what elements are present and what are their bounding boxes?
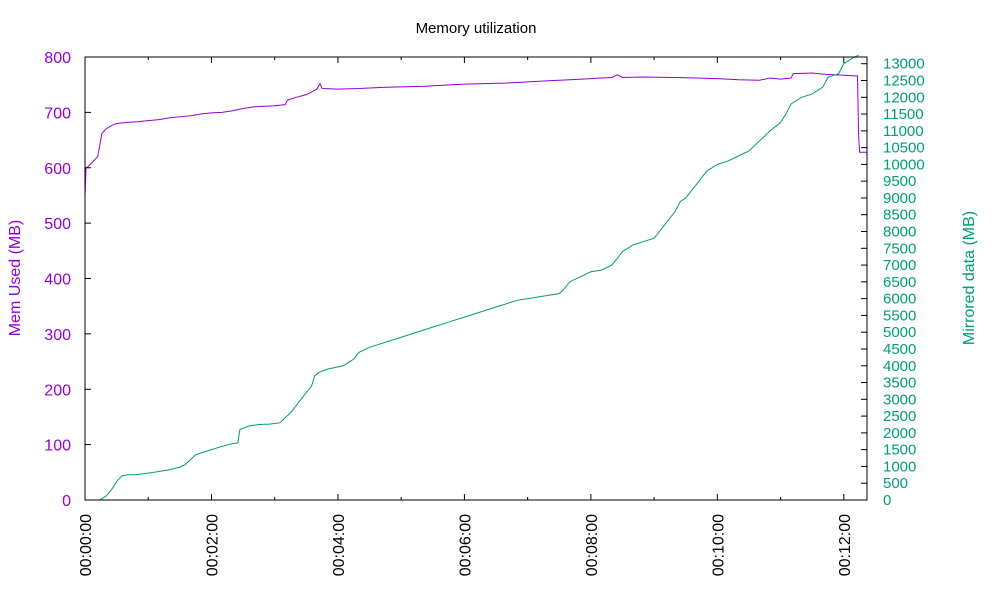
- x-tick-label: 00:00:00: [78, 514, 95, 576]
- y2-tick-label: 10000: [883, 156, 925, 173]
- y2-tick-label: 11500: [883, 106, 924, 123]
- y2-tick-label: 4500: [883, 341, 916, 358]
- y2-tick-label: 8500: [883, 207, 916, 224]
- y2-tick-label: 9000: [883, 190, 916, 207]
- plot-frame: [84, 56, 868, 501]
- y2-tick-label: 0: [883, 492, 891, 509]
- y2-tick-label: 12500: [883, 72, 925, 89]
- x-tick-label: 00:10:00: [710, 514, 727, 576]
- x-tick-label: 00:06:00: [457, 514, 474, 576]
- x-tick-label: 00:02:00: [204, 514, 221, 576]
- series-line-mirrored: [99, 54, 859, 501]
- y-tick-label: 200: [44, 382, 71, 399]
- y-tick-label: 400: [44, 272, 71, 289]
- y2-tick-label: 500: [883, 475, 908, 492]
- y2-tick-label: 6500: [883, 274, 916, 291]
- y2-tick-label: 13000: [883, 56, 925, 73]
- y2-tick-label: 6000: [883, 291, 916, 308]
- y2-tick-label: 8000: [883, 224, 916, 241]
- y2-tick-label: 10500: [883, 140, 925, 157]
- y2-tick-label: 1500: [883, 442, 916, 459]
- y2-tick-label: 5000: [883, 324, 916, 341]
- y2-tick-label: 2500: [883, 408, 916, 425]
- y2-tick-label: 5500: [883, 307, 916, 324]
- y-tick-label: 800: [44, 50, 71, 67]
- y2-tick-label: 12000: [883, 89, 925, 106]
- y-axis-label: Mem Used (MB): [7, 220, 24, 336]
- y2-tick-label: 7500: [883, 240, 916, 257]
- y2-tick-label: 11000: [883, 123, 924, 140]
- chart-title: Memory utilization: [416, 20, 537, 37]
- y-tick-label: 700: [44, 105, 71, 122]
- x-tick-label: 00:04:00: [331, 514, 348, 576]
- y2-tick-label: 4000: [883, 358, 916, 375]
- series-line-mem: [84, 72, 867, 196]
- x-tick-label: 00:08:00: [584, 514, 601, 576]
- y-tick-label: 500: [44, 216, 71, 233]
- y2-tick-label: 1000: [883, 458, 916, 475]
- series-layer: [84, 54, 867, 501]
- y-tick-label: 300: [44, 327, 71, 344]
- y2-tick-label: 9500: [883, 173, 916, 190]
- y-tick-label: 0: [62, 493, 71, 510]
- x-tick-label: 00:12:00: [837, 514, 854, 576]
- ticks-layer: 0100200300400500600700800050010001500200…: [44, 50, 924, 576]
- y2-tick-label: 7000: [883, 257, 916, 274]
- y2-tick-label: 3000: [883, 391, 916, 408]
- y-tick-label: 100: [44, 438, 71, 455]
- y-tick-label: 600: [44, 161, 71, 178]
- y2-tick-label: 2000: [883, 425, 916, 442]
- y2-tick-label: 3500: [883, 375, 916, 392]
- y2-axis-label: Mirrored data (MB): [961, 211, 978, 345]
